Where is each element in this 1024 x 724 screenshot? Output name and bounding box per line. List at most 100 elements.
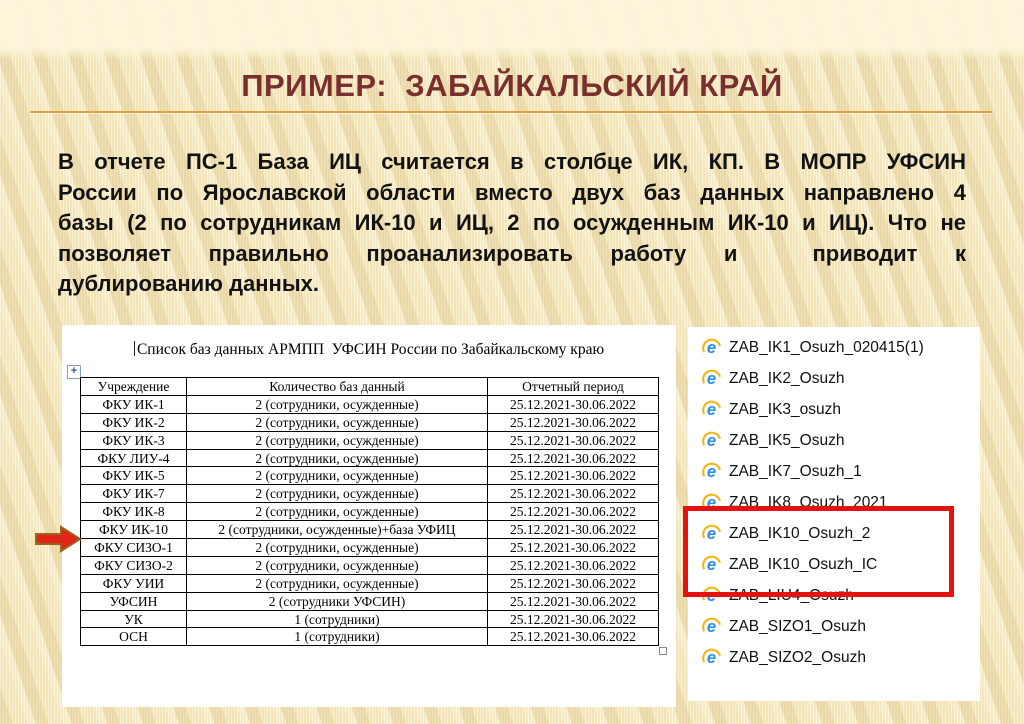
table-resize-handle[interactable] <box>659 647 667 655</box>
file-list-item[interactable]: e ZAB_IK10_Osuzh_2 <box>688 518 980 549</box>
svg-text:e: e <box>707 462 716 481</box>
text-cursor <box>133 341 135 356</box>
file-name: ZAB_IK10_Osuzh_2 <box>729 524 871 542</box>
cell-db-count: 2 (сотрудники, осужденные) <box>186 538 488 557</box>
file-name: ZAB_IK1_Osuzh_020415(1) <box>729 338 924 356</box>
table-caption: Список баз данных АРМПП УФСИН России по … <box>62 341 676 359</box>
cell-institution: ФКУ УИИ <box>80 573 187 593</box>
body-paragraph-line: позволяет правильно проанализировать раб… <box>58 240 966 266</box>
cell-period: 25.12.2021-30.06.2022 <box>487 394 659 414</box>
internet-explorer-icon: e <box>702 493 721 512</box>
table-header-row: Учреждение Количество баз данный Отчетны… <box>80 377 659 396</box>
cell-period: 25.12.2021-30.06.2022 <box>487 484 659 504</box>
cell-institution: ФКУ СИЗО-1 <box>80 538 187 557</box>
body-paragraph-line: дублированию данных. <box>58 271 319 296</box>
cell-period: 25.12.2021-30.06.2022 <box>487 591 659 611</box>
internet-explorer-icon: e <box>702 586 721 605</box>
slide-title: ПРИМЕР: ЗАБАЙКАЛЬСКИЙ КРАЙ <box>241 68 783 103</box>
col-header-db-count: Количество баз данный <box>186 377 488 396</box>
cell-period: 25.12.2021-30.06.2022 <box>487 609 659 629</box>
col-header-period: Отчетный период <box>487 377 659 396</box>
internet-explorer-icon: e <box>702 400 721 419</box>
svg-text:e: e <box>707 555 716 574</box>
svg-text:e: e <box>707 617 716 636</box>
table-row: ФКУ СИЗО-2 2 (сотрудники, осужденные) 25… <box>80 555 659 575</box>
cell-institution: ФКУ ИК-5 <box>80 466 187 486</box>
cell-period: 25.12.2021-30.06.2022 <box>487 448 659 468</box>
svg-text:e: e <box>707 431 716 450</box>
internet-explorer-icon: e <box>702 648 721 667</box>
svg-text:e: e <box>707 493 716 512</box>
cell-db-count: 2 (сотрудники, осужденные) <box>186 555 488 575</box>
cell-db-count: 2 (сотрудники, осужденные) <box>186 448 488 468</box>
body-paragraph-line: России по Ярославской области вместо дву… <box>58 179 966 205</box>
internet-explorer-icon: e <box>702 617 721 636</box>
cell-period: 25.12.2021-30.06.2022 <box>487 466 659 486</box>
table-row: ФКУ ИК-1 2 (сотрудники, осужденные) 25.1… <box>80 394 659 414</box>
cell-institution: ОСН <box>80 627 187 647</box>
file-name: ZAB_IK5_Osuzh <box>729 431 845 449</box>
cell-institution: ФКУ ИК-10 <box>80 520 187 540</box>
cell-db-count: 2 (сотрудники, осужденные) <box>186 430 488 450</box>
file-list-item[interactable]: e ZAB_IK3_osuzh <box>688 394 980 425</box>
svg-text:e: e <box>707 338 716 357</box>
body-paragraph-line: В отчете ПС-1 База ИЦ считается в столбц… <box>58 149 966 174</box>
file-list-item[interactable]: e ZAB_IK1_Osuzh_020415(1) <box>688 332 980 363</box>
file-list-item[interactable]: e ZAB_IK5_Osuzh <box>688 425 980 456</box>
file-name: ZAB_IK7_Osuzh_1 <box>729 462 862 480</box>
internet-explorer-icon: e <box>702 524 721 543</box>
table-row: ФКУ ИК-5 2 (сотрудники, осужденные) 25.1… <box>80 466 659 486</box>
cell-period: 25.12.2021-30.06.2022 <box>487 573 659 593</box>
cell-institution: ФКУ ИК-2 <box>80 412 187 432</box>
file-list-item[interactable]: e ZAB_IK2_Osuzh <box>688 363 980 394</box>
table-body: ФКУ ИК-1 2 (сотрудники, осужденные) 25.1… <box>80 394 659 647</box>
table-row: УК 1 (сотрудники) 25.12.2021-30.06.2022 <box>80 609 659 629</box>
table-row: ФКУ ИК-8 2 (сотрудники, осужденные) 25.1… <box>80 502 659 522</box>
file-list-item[interactable]: e ZAB_IK10_Osuzh_IC <box>688 549 980 580</box>
cell-institution: ФКУ ИК-1 <box>80 394 187 414</box>
file-name: ZAB_IK3_osuzh <box>729 400 842 418</box>
cell-period: 25.12.2021-30.06.2022 <box>487 430 659 450</box>
table-caption-text: Список баз данных АРМПП УФСИН России по … <box>136 341 605 358</box>
internet-explorer-icon: e <box>702 555 721 574</box>
cell-db-count: 1 (сотрудники) <box>186 627 488 647</box>
cell-institution: ФКУ ИК-8 <box>80 502 187 522</box>
table-move-handle-icon[interactable]: + <box>67 365 81 379</box>
cell-institution: ФКУ ИК-3 <box>80 430 187 450</box>
cell-db-count: 2 (сотрудники, осужденные) <box>186 484 488 504</box>
cell-institution: ФКУ ИК-7 <box>80 484 187 504</box>
svg-text:e: e <box>707 369 716 388</box>
cell-institution: ФКУ СИЗО-2 <box>80 555 187 575</box>
cell-db-count: 2 (сотрудники, осужденные) <box>186 394 488 414</box>
cell-institution: УК <box>80 609 187 629</box>
file-list-item[interactable]: e ZAB_IK7_Osuzh_1 <box>688 456 980 487</box>
table-row: ФКУ ИК-3 2 (сотрудники, осужденные) 25.1… <box>80 430 659 450</box>
callout-arrow-icon <box>35 525 82 553</box>
file-name: ZAB_SIZO2_Osuzh <box>729 648 866 666</box>
file-list-item[interactable]: e ZAB_LIU4_Osuzh <box>688 580 980 611</box>
file-name: ZAB_SIZO1_Osuzh <box>729 617 866 635</box>
table-row: ФКУ СИЗО-1 2 (сотрудники, осужденные) 25… <box>80 538 659 557</box>
cell-db-count: 2 (сотрудники, осужденные) <box>186 502 488 522</box>
table-row: УФСИН 2 (сотрудники УФСИН) 25.12.2021-30… <box>80 591 659 611</box>
table-row: ОСН 1 (сотрудники) 25.12.2021-30.06.2022 <box>80 627 659 647</box>
file-name: ZAB_IK8_Osuzh_2021 <box>729 493 888 511</box>
internet-explorer-icon: e <box>702 338 721 357</box>
cell-db-count: 2 (сотрудники, осужденные)+база УФИЦ <box>186 520 488 540</box>
cell-period: 25.12.2021-30.06.2022 <box>487 412 659 432</box>
file-name: ZAB_IK2_Osuzh <box>729 369 845 387</box>
cell-institution: ФКУ ЛИУ-4 <box>80 448 187 468</box>
internet-explorer-icon: e <box>702 369 721 388</box>
svg-text:e: e <box>707 524 716 543</box>
cell-period: 25.12.2021-30.06.2022 <box>487 520 659 540</box>
cell-db-count: 2 (сотрудники, осужденные) <box>186 412 488 432</box>
file-list-item[interactable]: e ZAB_IK8_Osuzh_2021 <box>688 487 980 518</box>
svg-text:e: e <box>707 586 716 605</box>
file-list-item[interactable]: e ZAB_SIZO1_Osuzh <box>688 611 980 642</box>
cell-db-count: 2 (сотрудники, осужденные) <box>186 466 488 486</box>
cell-period: 25.12.2021-30.06.2022 <box>487 627 659 647</box>
body-paragraph-line: базы (2 по сотрудникам ИК-10 и ИЦ, 2 по … <box>58 210 966 235</box>
svg-text:e: e <box>707 648 716 667</box>
cell-db-count: 2 (сотрудники, осужденные) <box>186 573 488 593</box>
file-list-item[interactable]: e ZAB_SIZO2_Osuzh <box>688 642 980 673</box>
